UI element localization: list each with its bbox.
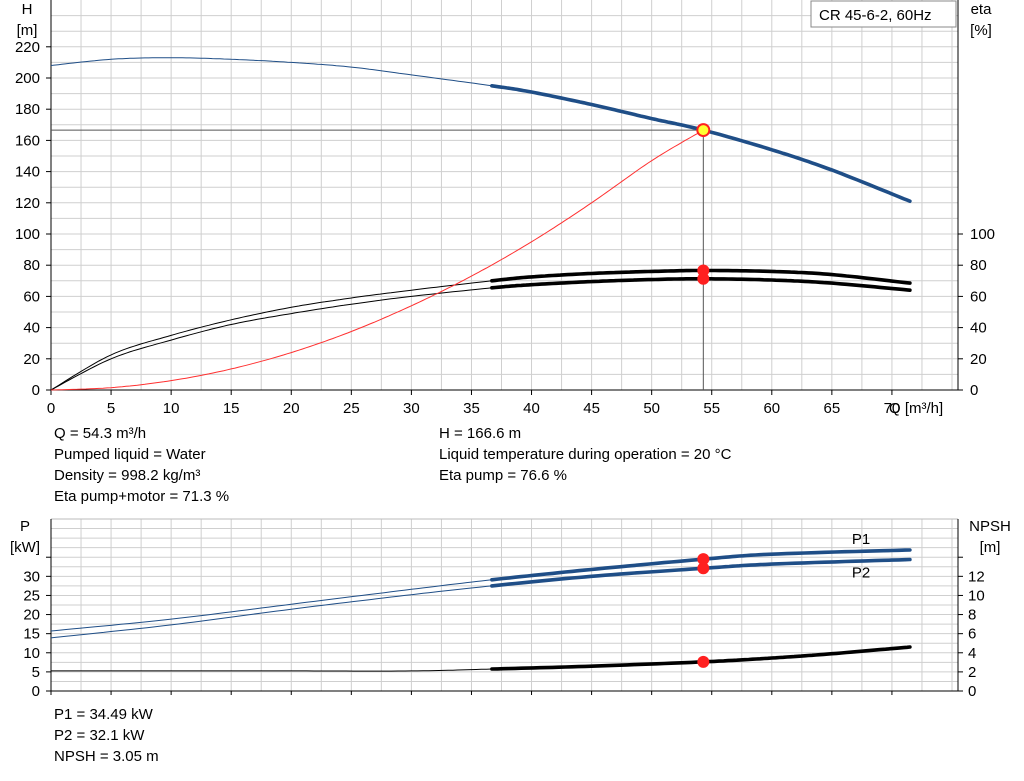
y-right-tick-label: 40 xyxy=(970,320,987,337)
x-axis-label: Q [m³/h] xyxy=(889,400,943,417)
y-left-tick-label: 60 xyxy=(23,288,40,305)
y-left-tick-label: 40 xyxy=(23,320,40,337)
series-eta-pump-motor-line-bold xyxy=(490,277,912,292)
npsh-readout: NPSH = 3.05 m xyxy=(54,748,159,765)
x-tick-label: 30 xyxy=(403,400,420,417)
chart-title-box: CR 45-6-2, 60Hz xyxy=(810,0,957,28)
y-left-tick-label: 5 xyxy=(32,664,40,681)
x-tick-label: 45 xyxy=(583,400,600,417)
y-right-tick-label: 8 xyxy=(968,607,976,624)
y-left-tick-label: 15 xyxy=(23,626,40,643)
y-left-unit: [m] xyxy=(17,22,38,39)
p1-readout: P1 = 34.49 kW xyxy=(54,706,153,723)
chart-title: CR 45-6-2, 60Hz xyxy=(819,7,932,24)
series-eta-pump-motor-line-thin xyxy=(50,287,492,391)
y-left-tick-label: 220 xyxy=(15,39,40,56)
flow-readout: Q = 54.3 m³/h xyxy=(54,425,147,442)
y-left-tick-label: 160 xyxy=(15,132,40,149)
series-eta-pump-line-thin xyxy=(50,280,492,391)
op-point-2 xyxy=(697,655,710,668)
x-tick-label: 15 xyxy=(223,400,240,417)
series-label-p1: P1 xyxy=(852,531,870,548)
y-right-tick-label: 60 xyxy=(970,288,987,305)
y-left-tick-label: 120 xyxy=(15,195,40,212)
pumped-liquid-readout: Pumped liquid = Water xyxy=(54,446,206,463)
series-NPSH-line-bold xyxy=(490,645,912,671)
y-left-tick-label: 200 xyxy=(15,70,40,87)
density-readout: Density = 998.2 kg/m³ xyxy=(54,467,201,484)
y-right-unit: [%] xyxy=(970,22,992,39)
op-point-0 xyxy=(697,553,710,566)
y-left-tick-label: 140 xyxy=(15,164,40,181)
y-left-label: H xyxy=(22,1,33,18)
x-tick-label: 70 xyxy=(884,400,901,417)
y-left-tick-label: 80 xyxy=(23,257,40,274)
y-left-unit: [kW] xyxy=(10,539,40,556)
y-right-tick-label: 6 xyxy=(968,626,976,643)
eta-pump-motor-readout: Eta pump+motor = 71.3 % xyxy=(54,488,230,505)
y-right-unit: [m] xyxy=(980,539,1001,556)
y-right-tick-label: 12 xyxy=(968,568,985,585)
y-right-label: NPSH xyxy=(969,518,1011,535)
y-right-label: eta xyxy=(971,1,993,18)
liquid-temperature-readout: Liquid temperature during operation = 20… xyxy=(439,446,732,463)
y-right-tick-label: 0 xyxy=(970,382,978,399)
x-tick-label: 10 xyxy=(163,400,180,417)
x-tick-label: 40 xyxy=(523,400,540,417)
series-P2-line-thin xyxy=(50,585,492,639)
y-left-tick-label: 20 xyxy=(23,351,40,368)
op-point-head xyxy=(696,123,711,138)
op-point-1 xyxy=(697,562,710,575)
y-right-tick-label: 4 xyxy=(968,645,976,662)
x-tick-label: 20 xyxy=(283,400,300,417)
y-right-tick-label: 100 xyxy=(970,226,995,243)
y-right-tick-label: 20 xyxy=(970,351,987,368)
op-point-eta-pump xyxy=(697,264,710,277)
y-left-tick-label: 0 xyxy=(32,382,40,399)
power-npsh-plot: 0 5 10 15 20 25 30 0 2 4 6 8 10 12 P [kW] NPSH [m] P1 P2 xyxy=(10,518,1011,700)
p2-readout: P2 = 32.1 kW xyxy=(54,727,145,744)
series-head-line-thin xyxy=(50,57,492,87)
y-right-tick-label: 80 xyxy=(970,257,987,274)
series-label-p2: P2 xyxy=(852,565,870,582)
x-tick-label: 0 xyxy=(47,400,55,417)
y-right-tick-label: 0 xyxy=(968,683,976,700)
y-left-tick-label: 0 xyxy=(32,683,40,700)
y-left-tick-label: 180 xyxy=(15,101,40,118)
y-left-tick-label: 10 xyxy=(23,645,40,662)
x-tick-label: 60 xyxy=(763,400,780,417)
y-left-tick-label: 25 xyxy=(23,587,40,604)
x-tick-label: 35 xyxy=(463,400,480,417)
y-right-tick-label: 10 xyxy=(968,587,985,604)
info-top-left: Q = 54.3 m³/h Pumped liquid = Water Dens… xyxy=(54,423,229,507)
x-tick-label: 50 xyxy=(643,400,660,417)
y-left-tick-label: 100 xyxy=(15,226,40,243)
y-left-tick-label: 30 xyxy=(23,568,40,585)
head-readout: H = 166.6 m xyxy=(439,425,522,442)
eta-pump-readout: Eta pump = 76.6 % xyxy=(439,467,567,484)
y-left-label: P xyxy=(20,518,30,535)
info-bottom: P1 = 34.49 kW P2 = 32.1 kW NPSH = 3.05 m xyxy=(54,704,159,767)
series-P1-line-thin xyxy=(50,579,492,632)
series-eta-curve-line xyxy=(50,129,704,391)
series-NPSH-line-thin xyxy=(51,668,492,672)
series-eta-pump-line-bold xyxy=(490,268,912,285)
series-head-line-bold xyxy=(490,84,912,203)
op-point-eta-pump-motor xyxy=(697,272,710,285)
x-tick-label: 65 xyxy=(824,400,841,417)
x-tick-label: 55 xyxy=(703,400,720,417)
x-tick-label: 25 xyxy=(343,400,360,417)
performance-plot: 0 5 10 15 20 25 30 35 40 45 50 55 60 65 70 0 20 40 60 80 100… xyxy=(15,0,995,417)
x-tick-label: 5 xyxy=(107,400,115,417)
y-left-tick-label: 20 xyxy=(23,607,40,624)
y-right-tick-label: 2 xyxy=(968,664,976,681)
info-top-right: H = 166.6 m Liquid temperature during op… xyxy=(439,423,731,486)
